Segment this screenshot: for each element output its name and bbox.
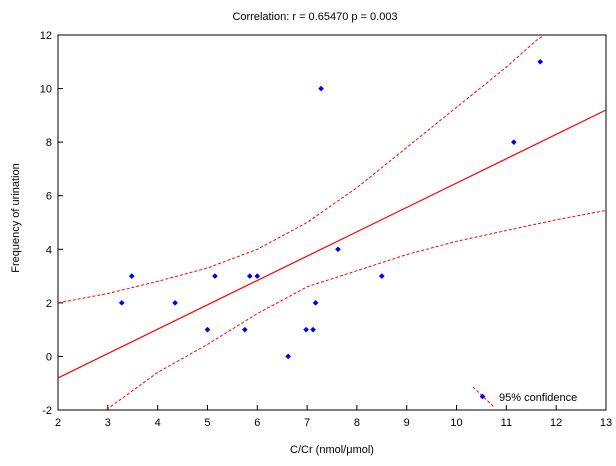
x-tick-label: 6 xyxy=(254,417,260,429)
legend: 95% confidence xyxy=(472,386,577,408)
data-point xyxy=(118,300,125,306)
x-tick-label: 7 xyxy=(304,417,310,429)
data-point xyxy=(212,273,218,279)
y-axis-label: Frequency of urination xyxy=(10,163,22,272)
data-point xyxy=(378,273,385,279)
x-tick-label: 9 xyxy=(404,417,410,429)
x-tick-label: 4 xyxy=(155,417,161,429)
y-tick-label: 4 xyxy=(46,244,52,256)
x-axis-label: C/Cr (nmol/μmol) xyxy=(290,444,374,456)
data-point xyxy=(318,85,324,92)
x-tick-label: 10 xyxy=(450,417,462,429)
chart-title: Correlation: r = 0.65470 p = 0.003 xyxy=(232,11,397,23)
data-point xyxy=(303,326,309,333)
y-tick-label: 10 xyxy=(40,84,52,96)
confidence-upper-line xyxy=(58,35,546,304)
data-point xyxy=(254,273,261,279)
legend-label: 95% confidence xyxy=(499,392,577,404)
x-tick-label: 3 xyxy=(105,417,111,429)
plot-area-frame xyxy=(57,34,607,411)
data-point xyxy=(310,326,316,333)
x-tick-label: 8 xyxy=(354,417,360,429)
data-point xyxy=(241,326,248,333)
data-point xyxy=(246,273,253,279)
y-tick-label: 6 xyxy=(46,191,52,203)
data-point xyxy=(511,139,517,145)
data-point xyxy=(537,58,544,65)
x-tick-label: 11 xyxy=(501,417,512,429)
data-point xyxy=(128,273,135,279)
y-tick-label: 2 xyxy=(46,298,52,310)
x-tick-label: 2 xyxy=(55,417,61,429)
data-point xyxy=(172,300,178,306)
series-layer xyxy=(58,35,606,410)
regression-line xyxy=(58,109,606,379)
x-tick-label: 13 xyxy=(600,417,612,429)
data-point xyxy=(312,300,319,306)
points-layer xyxy=(118,58,544,360)
x-tick-label: 12 xyxy=(550,417,562,429)
y-axis: -2 0 2 4 6 8 10 12 xyxy=(40,30,63,417)
x-tick-label: 5 xyxy=(204,417,210,429)
y-tick-label: -2 xyxy=(42,405,52,417)
legend-point-swatch xyxy=(479,393,486,400)
data-point xyxy=(285,353,291,360)
y-tick-label: 8 xyxy=(46,137,52,149)
y-tick-label: 12 xyxy=(40,30,52,42)
y-tick-label: 0 xyxy=(46,351,52,363)
confidence-lower-line xyxy=(105,209,606,410)
data-point xyxy=(204,326,211,333)
x-axis: 2 3 4 5 6 7 8 9 10 11 12 13 xyxy=(55,405,612,429)
data-point xyxy=(335,246,341,253)
